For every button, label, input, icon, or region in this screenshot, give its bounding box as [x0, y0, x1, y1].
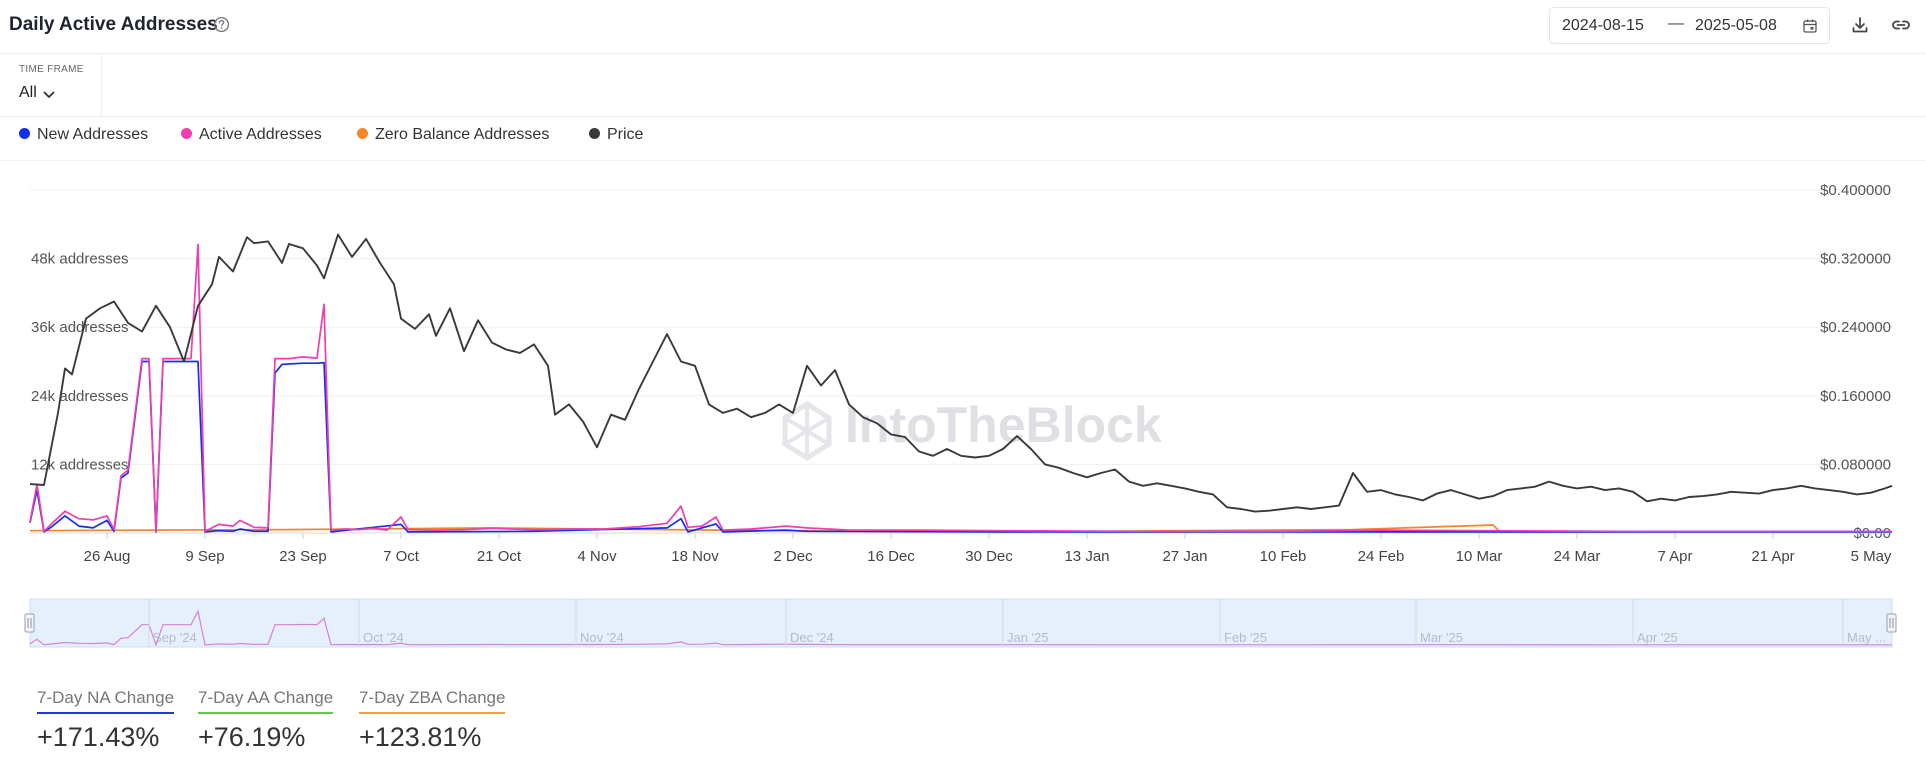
- navigator-handle-left[interactable]: [24, 613, 35, 633]
- y-left-tick-label: 12k addresses: [31, 456, 129, 473]
- navigator-series: [29, 609, 1892, 647]
- x-tick-label: 7 Apr: [1657, 548, 1692, 565]
- legend-item-active-addresses[interactable]: Active Addresses: [181, 126, 322, 144]
- watermark-text: IntoTheBlock: [845, 397, 1162, 453]
- x-tick-label: 21 Oct: [477, 548, 522, 565]
- navigator-label: Dec '24: [790, 630, 834, 645]
- x-tick-label: 24 Mar: [1554, 548, 1601, 565]
- x-tick-label: 10 Mar: [1456, 548, 1503, 565]
- navigator-label: Mar '25: [1420, 630, 1463, 645]
- stat-value: +76.19%: [198, 722, 306, 752]
- y-right-tick-label: $0.160000: [1820, 388, 1891, 405]
- y-right-tick-label: $0.400000: [1820, 182, 1891, 199]
- divider: [0, 116, 1926, 117]
- chart-navigator: Sep '24 Oct '24 Nov '24 Dec '24 Jan '25 Feb '…: [24, 598, 1897, 648]
- chart-axes: $0.00$0.080000$0.160000$0.240000$0.32000…: [30, 182, 1892, 565]
- divider: [0, 160, 1926, 161]
- watermark: IntoTheBlock: [782, 397, 1162, 461]
- date-end[interactable]: 2025-05-08: [1695, 17, 1777, 34]
- navigator-label: Jan '25: [1007, 630, 1049, 645]
- y-left-tick-label: 24k addresses: [31, 388, 129, 405]
- download-icon[interactable]: [1850, 15, 1870, 35]
- chevron-down-icon[interactable]: [43, 91, 55, 99]
- x-tick-label: 13 Jan: [1064, 548, 1109, 565]
- date-range-picker[interactable]: 2024-08-15 — 2025-05-08: [1549, 7, 1830, 44]
- y-right-tick-label: $0.240000: [1820, 319, 1891, 336]
- help-icon[interactable]: [213, 16, 230, 33]
- navigator-label: Nov '24: [580, 630, 624, 645]
- x-tick-label: 27 Jan: [1162, 548, 1207, 565]
- link-icon[interactable]: [1890, 15, 1912, 35]
- x-tick-label: 7 Oct: [383, 548, 420, 565]
- timeframe-label: TIME FRAME: [19, 64, 84, 75]
- x-tick-label: 18 Nov: [671, 548, 719, 565]
- page-title: Daily Active Addresses: [9, 14, 218, 35]
- date-separator: —: [1668, 15, 1684, 32]
- legend-label: New Addresses: [37, 126, 149, 143]
- timeframe-select[interactable]: All: [19, 84, 37, 101]
- stat-label: 7-Day AA Change: [198, 688, 334, 714]
- legend-label: Price: [607, 126, 644, 143]
- chart-series: [29, 233, 1893, 533]
- stat-label: 7-Day NA Change: [37, 688, 175, 714]
- series-line-active-addresses: [29, 243, 1892, 533]
- stat-na-change: 7-Day NA Change +171.43%: [37, 688, 175, 768]
- stat-label: 7-Day ZBA Change: [359, 688, 506, 714]
- y-left-tick-label: 48k addresses: [31, 251, 129, 268]
- series-line-price: [29, 233, 1893, 513]
- x-tick-label: 24 Feb: [1358, 548, 1405, 565]
- navigator-label: Oct '24: [363, 630, 404, 645]
- legend-item-price[interactable]: Price: [589, 126, 643, 144]
- x-tick-label: 26 Aug: [84, 548, 131, 565]
- navigator-handle-right[interactable]: [1886, 613, 1897, 633]
- legend-marker: [357, 128, 368, 140]
- x-tick-label: 30 Dec: [965, 548, 1013, 565]
- legend-marker: [181, 128, 192, 140]
- timeframe-panel: TIME FRAME All: [0, 54, 102, 116]
- x-tick-label: 10 Feb: [1260, 548, 1307, 565]
- navigator-label: Apr '25: [1637, 630, 1678, 645]
- series-line-new-addresses: [29, 360, 1892, 533]
- calendar-icon[interactable]: [1802, 18, 1818, 34]
- stat-zba-change: 7-Day ZBA Change +123.81%: [359, 688, 506, 768]
- x-tick-label: 4 Nov: [577, 548, 617, 565]
- x-tick-label: 23 Sep: [279, 548, 327, 565]
- navigator-label: May ...: [1847, 630, 1886, 645]
- x-tick-label: 5 May: [1851, 548, 1892, 565]
- legend-item-zero-balance-addresses[interactable]: Zero Balance Addresses: [357, 126, 549, 144]
- navigator-label: Feb '25: [1224, 630, 1267, 645]
- legend-label: Active Addresses: [199, 126, 322, 143]
- legend-marker: [589, 128, 600, 140]
- y-left-tick-label: 36k addresses: [31, 319, 129, 336]
- navigator-label: Sep '24: [153, 630, 197, 645]
- header: Daily Active Addresses 2024-08-15 — 2025…: [0, 0, 1926, 54]
- x-tick-label: 21 Apr: [1751, 548, 1794, 565]
- chart-grid: [30, 189, 1892, 534]
- legend-item-new-addresses[interactable]: New Addresses: [19, 126, 148, 144]
- navigator-range: [29, 598, 1893, 648]
- stat-value: +171.43%: [37, 722, 160, 752]
- line-chart[interactable]: $0.00$0.080000$0.160000$0.240000$0.32000…: [0, 170, 1926, 650]
- x-tick-label: 16 Dec: [867, 548, 915, 565]
- date-start[interactable]: 2024-08-15: [1562, 17, 1644, 34]
- legend-marker: [19, 128, 30, 140]
- x-tick-label: 2 Dec: [773, 548, 813, 565]
- x-tick-label: 9 Sep: [185, 548, 224, 565]
- stat-aa-change: 7-Day AA Change +76.19%: [198, 688, 334, 768]
- stat-value: +123.81%: [359, 722, 482, 752]
- legend-label: Zero Balance Addresses: [375, 126, 550, 143]
- y-right-tick-label: $0.320000: [1820, 251, 1891, 268]
- y-right-tick-label: $0.080000: [1820, 456, 1891, 473]
